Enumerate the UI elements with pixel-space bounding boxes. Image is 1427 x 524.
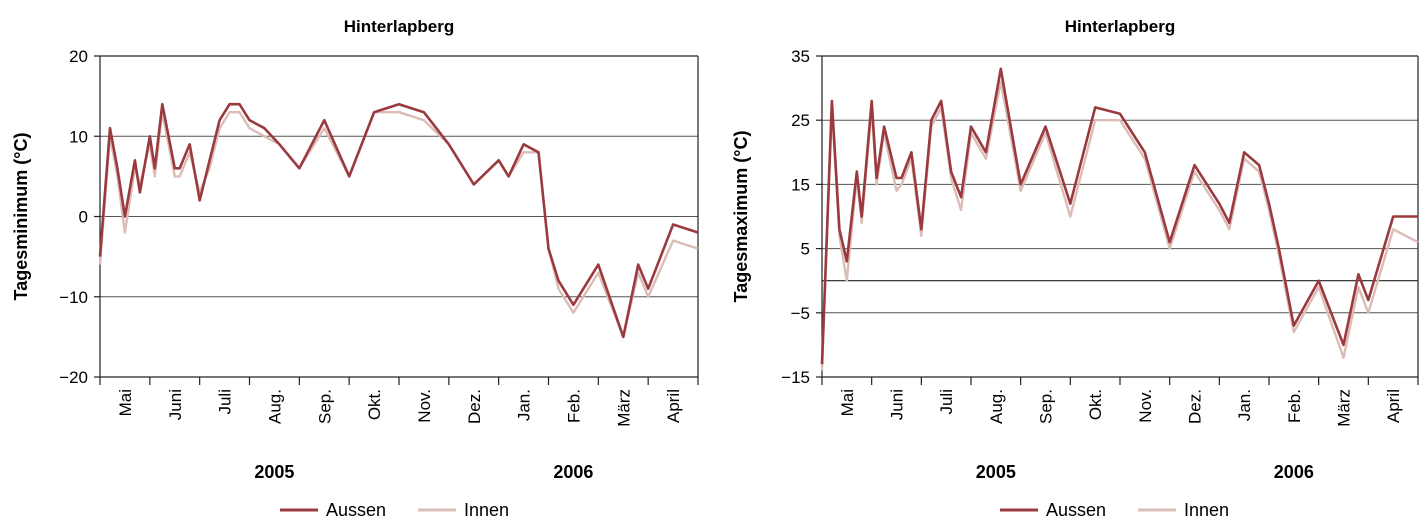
legend-label-innen: Innen [1184,500,1229,520]
legend-label-innen: Innen [464,500,509,520]
x-tick-label-month: Feb. [1285,389,1304,423]
x-tick-label-month: Sep. [315,389,334,424]
y-tick-label: −10 [59,288,88,307]
x-tick-label-month: Okt. [1086,389,1105,420]
legend-label-aussen: Aussen [326,500,386,520]
x-tick-label-month: Mai [838,389,857,416]
x-tick-label-month: April [1384,389,1403,423]
x-tick-label-month: Dez. [1186,389,1205,424]
y-tick-label: 35 [791,47,810,66]
y-tick-label: −15 [781,368,810,387]
y-tick-label: 20 [69,47,88,66]
series-line-aussen [820,67,1418,365]
year-label: 2006 [553,462,593,482]
y-tick-label: −5 [791,304,810,323]
x-tick-label-month: März [614,389,633,427]
y-axis-label: Tagesminimum (°C) [11,133,31,301]
x-tick-label-month: Nov. [1136,389,1155,423]
x-tick-label-month: Juli [937,389,956,415]
x-tick-label-month: Juni [888,389,907,420]
year-label: 2006 [1274,462,1314,482]
y-tick-label: 10 [69,127,88,146]
x-tick-label-month: Dez. [465,389,484,424]
y-tick-label: 25 [791,111,810,130]
x-tick-label-month: Aug. [265,389,284,424]
chart-title: Hinterlapberg [1065,17,1176,36]
x-tick-label-month: Okt. [365,389,384,420]
year-label: 2005 [254,462,294,482]
y-tick-label: 0 [79,208,88,227]
chart-panel-tagesminimum: Hinterlapberg Tagesminimum (°C) 20 10 0 −10 −2… [11,17,699,520]
x-tick-label-month: März [1335,389,1354,427]
y-tick-label: −20 [59,368,88,387]
x-tick-label-month: Juni [166,389,185,420]
chart-panel-tagesmaximum: Hinterlapberg Tagesmaximum (°C) 35 25 15 5 −5 −… [731,17,1419,520]
x-tick-label-month: Mai [116,389,135,416]
y-tick-label: 5 [801,240,810,259]
legend-label-aussen: Aussen [1046,500,1106,520]
x-tick-label-month: Jan. [1235,389,1254,421]
series-line-aussen [98,102,699,339]
x-tick-label-month: Aug. [987,389,1006,424]
y-axis-label: Tagesmaximum (°C) [731,131,751,303]
x-tick-label-month: Nov. [415,389,434,423]
x-tick-label-month: Sep. [1037,389,1056,424]
year-label: 2005 [976,462,1016,482]
x-tick-label-month: April [664,389,683,423]
series-line-innen [820,80,1419,371]
x-tick-label-month: Juli [216,389,235,415]
y-tick-label: 15 [791,175,810,194]
x-tick-label-month: Feb. [564,389,583,423]
x-tick-label-month: Jan. [515,389,534,421]
chart-title: Hinterlapberg [344,17,455,36]
